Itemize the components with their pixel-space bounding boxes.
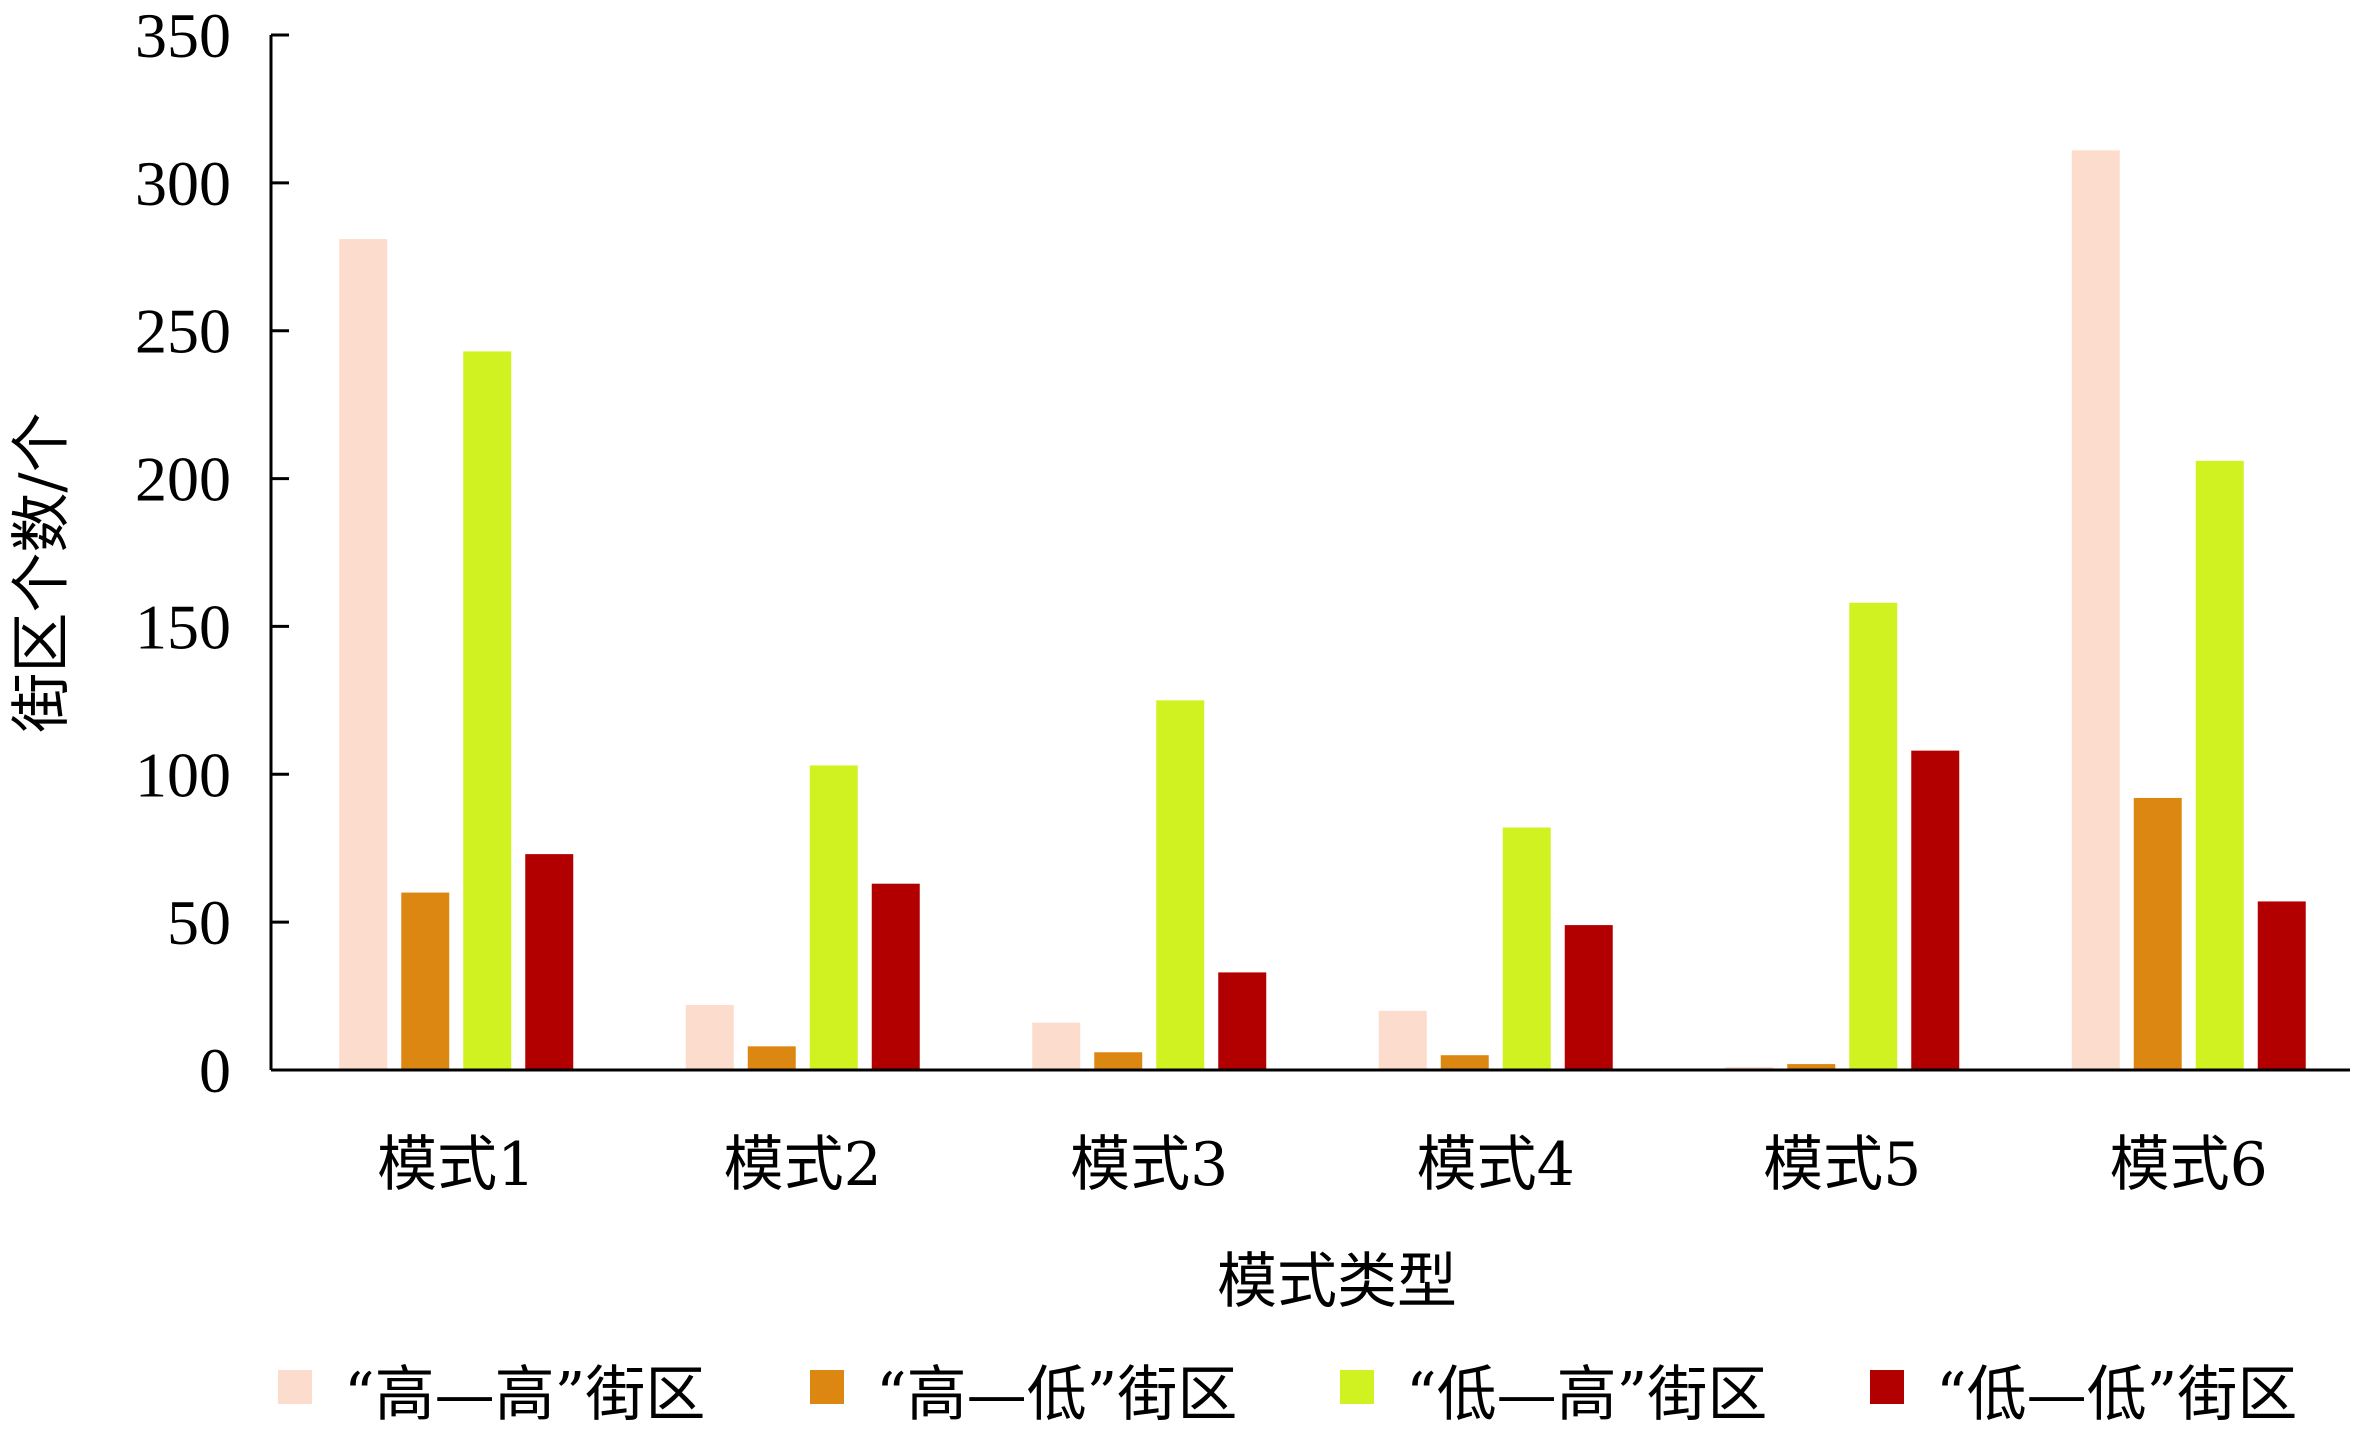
- bar-series-1-category-2: [685, 1004, 734, 1070]
- legend: “高—高”街区 “高—低”街区 “低—高”街区 “低—低”街区: [278, 1360, 2297, 1430]
- y-tick-label: 250: [135, 296, 231, 367]
- x-category-label: 模式2: [724, 1130, 882, 1200]
- y-tick-label: 100: [135, 739, 231, 810]
- legend-swatch-3: [1340, 1370, 1374, 1404]
- x-category-label: 模式4: [1417, 1130, 1575, 1200]
- bar-series-3-category-6: [2195, 460, 2244, 1070]
- bar-series-1-category-6: [2071, 150, 2120, 1071]
- bars-layer: [339, 150, 2306, 1071]
- y-tick-label: 350: [135, 0, 231, 71]
- x-category-label: 模式1: [377, 1130, 535, 1200]
- y-axis-title: 街区个数/个: [7, 412, 77, 732]
- legend-label-1: “高—高”街区: [344, 1360, 705, 1430]
- y-tick-label: 0: [199, 1035, 231, 1106]
- x-axis-title: 模式类型: [1217, 1247, 1457, 1317]
- legend-swatch-2: [810, 1370, 844, 1404]
- x-category-label: 模式3: [1070, 1130, 1228, 1200]
- bar-series-3-category-4: [1502, 827, 1551, 1070]
- x-category-label: 模式6: [2110, 1130, 2268, 1200]
- bar-series-1-category-3: [1032, 1022, 1081, 1070]
- bar-series-1-category-1: [339, 239, 388, 1071]
- bar-series-4-category-1: [525, 854, 574, 1070]
- legend-label-2: “高—低”街区: [876, 1360, 1237, 1430]
- bar-series-4-category-3: [1218, 972, 1267, 1070]
- y-ticks: 0 50 100 150 200 250 300 350: [135, 0, 289, 1106]
- bar-series-4-category-4: [1564, 925, 1613, 1070]
- x-category-label: 模式5: [1763, 1130, 1921, 1200]
- bar-series-3-category-3: [1156, 700, 1205, 1070]
- y-tick-label: 50: [167, 887, 231, 958]
- bar-series-1-category-4: [1378, 1010, 1427, 1070]
- bar-series-2-category-4: [1440, 1055, 1489, 1070]
- bar-series-2-category-2: [747, 1046, 796, 1070]
- bar-series-3-category-2: [809, 765, 858, 1070]
- bar-series-2-category-3: [1094, 1052, 1143, 1070]
- y-tick-label: 300: [135, 148, 231, 219]
- bar-series-4-category-2: [871, 883, 920, 1070]
- bar-series-3-category-5: [1849, 602, 1898, 1070]
- x-category-labels: 模式1 模式2 模式3 模式4 模式5 模式6: [377, 1130, 2268, 1200]
- bar-series-2-category-6: [2133, 797, 2182, 1070]
- bar-series-2-category-5: [1787, 1064, 1836, 1070]
- legend-swatch-1: [278, 1370, 312, 1404]
- bar-series-3-category-1: [463, 351, 512, 1070]
- bar-series-4-category-6: [2257, 901, 2306, 1070]
- legend-swatch-4: [1870, 1370, 1904, 1404]
- y-tick-label: 200: [135, 444, 231, 515]
- y-tick-label: 150: [135, 591, 231, 662]
- bar-series-4-category-5: [1911, 750, 1960, 1070]
- bar-series-2-category-1: [401, 892, 450, 1070]
- axes-layer: [269, 35, 2350, 1072]
- legend-label-3: “低—高”街区: [1406, 1360, 1767, 1430]
- legend-label-4: “低—低”街区: [1936, 1360, 2297, 1430]
